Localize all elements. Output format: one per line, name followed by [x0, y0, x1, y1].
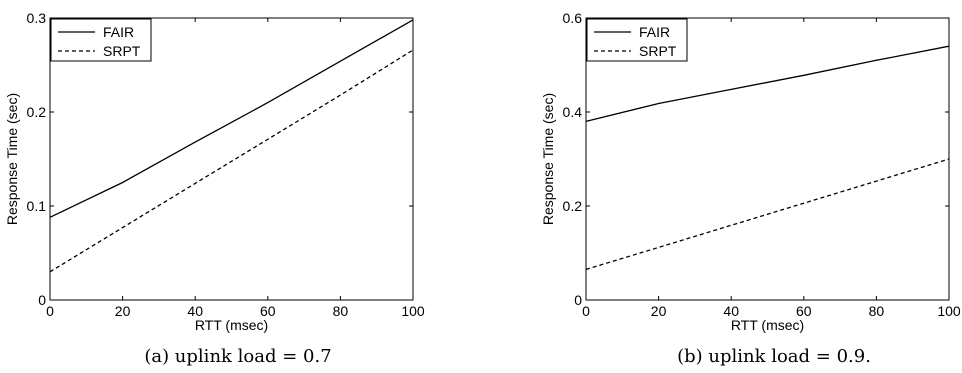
x-tick-label: 20: [651, 303, 667, 319]
y-tick-label: 0.2: [27, 104, 47, 120]
x-tick-label: 0: [582, 303, 590, 319]
legend-label-srpt: SRPT: [639, 43, 677, 59]
legend-label-fair: FAIR: [639, 24, 670, 40]
y-tick-label: 0.3: [27, 10, 47, 26]
chart-panel-2: 0 20 40 60 80 100 0 0.2 0.4 0.6 RTT (msec) Response…: [540, 10, 961, 367]
legend-label-fair: FAIR: [103, 24, 134, 40]
x-tick-label: 100: [401, 303, 425, 319]
legend-label-srpt: SRPT: [103, 43, 141, 59]
x-tick-label: 40: [187, 303, 203, 319]
series-line-fair: [49, 19, 414, 218]
y-tick-label: 0.6: [563, 10, 583, 26]
y-axis-label: Response Time (sec): [4, 93, 20, 225]
plot-frame: [49, 17, 414, 301]
y-axis-label: Response Time (sec): [540, 93, 556, 225]
legend-box: [50, 18, 152, 62]
y-tick-label: 0.1: [27, 198, 47, 214]
series-line-srpt: [585, 158, 950, 271]
legend: FAIR SRPT: [50, 18, 152, 62]
x-tick-label: 60: [796, 303, 812, 319]
legend: FAIR SRPT: [586, 18, 688, 62]
chart-caption: (a) uplink load = 0.7: [144, 346, 331, 367]
chart-caption: (b) uplink load = 0.9.: [677, 346, 871, 367]
y-tick-label: 0: [38, 292, 46, 308]
legend-box: [586, 18, 688, 62]
x-tick-label: 100: [937, 303, 961, 319]
x-tick-label: 80: [333, 303, 349, 319]
x-tick-label: 20: [115, 303, 131, 319]
x-axis-label: RTT (msec): [195, 317, 268, 333]
series-line-srpt: [49, 49, 414, 273]
x-tick-label: 80: [869, 303, 885, 319]
y-tick-label: 0: [574, 292, 582, 308]
chart-panel-1: 0 20 40 60 80 100 0 0.1 0.2 0.3 RTT (msec) Response…: [4, 10, 425, 367]
x-tick-label: 40: [723, 303, 739, 319]
series-line-fair: [585, 45, 950, 123]
x-axis-label: RTT (msec): [731, 317, 804, 333]
y-tick-label: 0.2: [563, 198, 583, 214]
x-tick-label: 60: [260, 303, 276, 319]
y-tick-label: 0.4: [563, 104, 583, 120]
x-tick-label: 0: [46, 303, 54, 319]
